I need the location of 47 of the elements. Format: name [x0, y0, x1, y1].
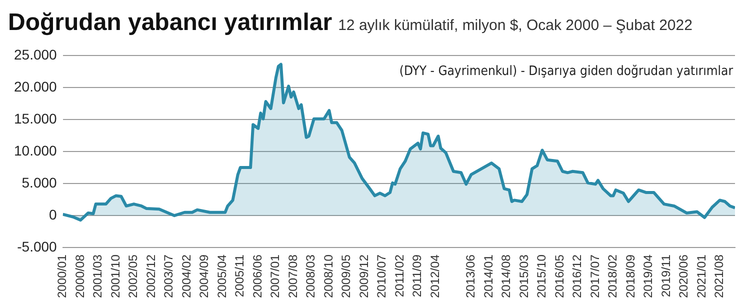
x-tick-label: 2019/04: [641, 254, 656, 298]
y-tick-label: 20.000: [14, 78, 58, 94]
x-tick-label: 2005/11: [232, 254, 247, 298]
x-tick-label: 2013/06: [464, 254, 478, 298]
y-tick-label: -5.000: [17, 238, 58, 254]
x-tick-label: 2016/12: [570, 254, 584, 298]
x-tick-label: 2016/05: [552, 254, 566, 298]
x-tick-label: 2011/02: [392, 254, 406, 298]
x-tick-label: 2011/09: [410, 254, 424, 298]
x-tick-label: 2009/05: [339, 254, 354, 298]
x-tick-label: 2003/07: [162, 254, 176, 298]
x-tick-label: 2020/06: [676, 254, 691, 298]
x-tick-label: 2014/08: [499, 254, 514, 298]
x-tick-label: 2015/10: [534, 254, 549, 298]
x-tick-label: 2004/02: [179, 254, 194, 298]
x-tick-label: 2018/09: [623, 254, 638, 298]
x-tick-label: 2004/09: [197, 254, 212, 298]
x-tick-label: 2012/04: [428, 254, 442, 298]
y-tick-label: 10.000: [14, 142, 58, 158]
y-tick-label: 0: [49, 206, 58, 222]
x-tick-label: 2018/02: [606, 254, 620, 298]
annotation: (DYY - Gayrimenkul) - Dışarıya giden doğrudan yatırımlar: [399, 64, 734, 79]
x-tick-label: 2021/01: [694, 254, 708, 298]
y-tick-label: 15.000: [14, 110, 58, 126]
y-tick-label: 5.000: [22, 174, 58, 190]
x-tick-label: 2006/06: [250, 254, 264, 298]
x-tick-label: 2019/11: [658, 254, 673, 298]
x-tick-label: 2017/07: [588, 254, 602, 298]
x-tick-label: 2001/10: [108, 254, 122, 298]
x-tick-label: 2007/08: [286, 254, 300, 298]
x-tick-label: 2000/01: [55, 254, 70, 298]
x-tick-label: 2015/03: [516, 254, 531, 298]
chart-title: Doğrudan yabancı yatırımlar: [8, 9, 332, 36]
x-tick-label: 2010/07: [374, 254, 389, 298]
x-tick-label: 2021/08: [712, 254, 726, 298]
x-tick-label: 2002/12: [144, 254, 158, 298]
x-tick-label: 2008/03: [304, 254, 318, 298]
x-tick-label: 2002/05: [126, 254, 140, 298]
x-tick-label: 2007/01: [268, 254, 282, 298]
y-tick-label: 25.000: [14, 46, 58, 62]
x-tick-label: 2008/10: [321, 254, 336, 298]
x-tick-label: 2005/04: [214, 254, 229, 298]
x-tick-label: 2014/01: [481, 254, 496, 298]
x-tick-label: 2001/03: [90, 254, 105, 298]
x-tick-label: 2000/08: [72, 254, 87, 298]
chart-subtitle: 12 aylık kümülatif, milyon $, Ocak 2000 – Şubat 2022: [338, 17, 692, 34]
x-tick-label: 2009/12: [356, 254, 371, 298]
